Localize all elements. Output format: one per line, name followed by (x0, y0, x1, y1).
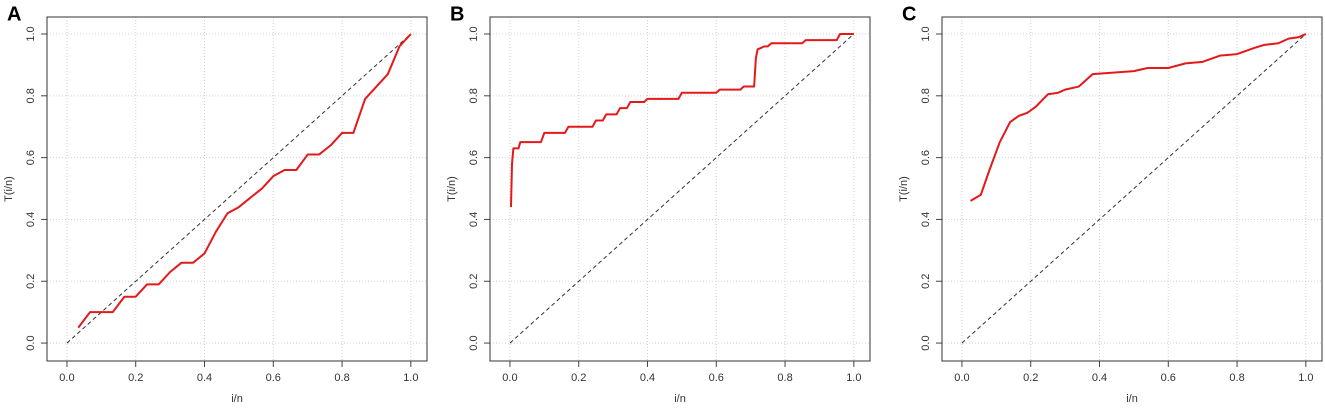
x-tick-label: 0.4 (640, 372, 655, 384)
y-tick-label: 0.2 (25, 274, 37, 289)
x-axis-label: i/n (231, 393, 243, 405)
data-line (77, 33, 412, 329)
x-tick-label: 0.2 (571, 372, 586, 384)
y-tick-label: 0.0 (25, 335, 37, 350)
data-line (509, 33, 854, 208)
y-tick-label: 0.8 (25, 88, 37, 103)
y-tick-label: 0.2 (468, 274, 480, 289)
y-tick-label: 0.4 (920, 212, 932, 227)
x-tick-label: 1.0 (403, 372, 418, 384)
y-tick-label: 0.6 (468, 150, 480, 165)
x-tick-label: 1.0 (846, 372, 861, 384)
x-tick-label: 0.2 (128, 372, 143, 384)
plot-frame (489, 16, 871, 362)
y-tick-label: 0.8 (468, 88, 480, 103)
data-line (970, 33, 1307, 202)
x-tick-label: 0.6 (709, 372, 724, 384)
x-tick-label: 0.4 (197, 372, 212, 384)
y-axis-label: T(i/n) (898, 176, 910, 202)
reference-diagonal (961, 33, 1307, 344)
x-axis-label: i/n (1126, 393, 1138, 405)
x-tick-label: 0.4 (1092, 372, 1107, 384)
panel-letter: B (450, 3, 464, 25)
reference-diagonal (66, 33, 412, 344)
reference-diagonal (509, 33, 855, 344)
x-tick-label: 0.6 (1161, 372, 1176, 384)
y-axis-label: T(i/n) (446, 176, 458, 202)
x-axis-label: i/n (674, 393, 686, 405)
y-axis-label: T(i/n) (3, 176, 15, 202)
y-tick-label: 1.0 (920, 26, 932, 41)
plot-frame (941, 16, 1323, 362)
x-tick-label: 1.0 (1298, 372, 1313, 384)
y-tick-label: 1.0 (468, 26, 480, 41)
panel-letter: C (902, 3, 916, 25)
x-tick-label: 0.6 (266, 372, 281, 384)
y-tick-label: 0.8 (920, 88, 932, 103)
x-tick-label: 0.8 (334, 372, 349, 384)
y-tick-label: 0.6 (920, 150, 932, 165)
x-tick-label: 0.2 (1023, 372, 1038, 384)
y-tick-label: 0.0 (920, 335, 932, 350)
x-tick-label: 0.8 (1229, 372, 1244, 384)
y-tick-label: 0.6 (25, 150, 37, 165)
x-tick-label: 0.8 (777, 372, 792, 384)
y-tick-label: 0.0 (468, 335, 480, 350)
x-tick-label: 0.0 (502, 372, 517, 384)
x-tick-label: 0.0 (59, 372, 74, 384)
y-tick-label: 0.4 (468, 212, 480, 227)
panel-letter: A (7, 3, 21, 25)
plot-frame (46, 16, 428, 362)
x-tick-label: 0.0 (954, 372, 969, 384)
y-tick-label: 1.0 (25, 26, 37, 41)
y-tick-label: 0.2 (920, 274, 932, 289)
y-tick-label: 0.4 (25, 212, 37, 227)
